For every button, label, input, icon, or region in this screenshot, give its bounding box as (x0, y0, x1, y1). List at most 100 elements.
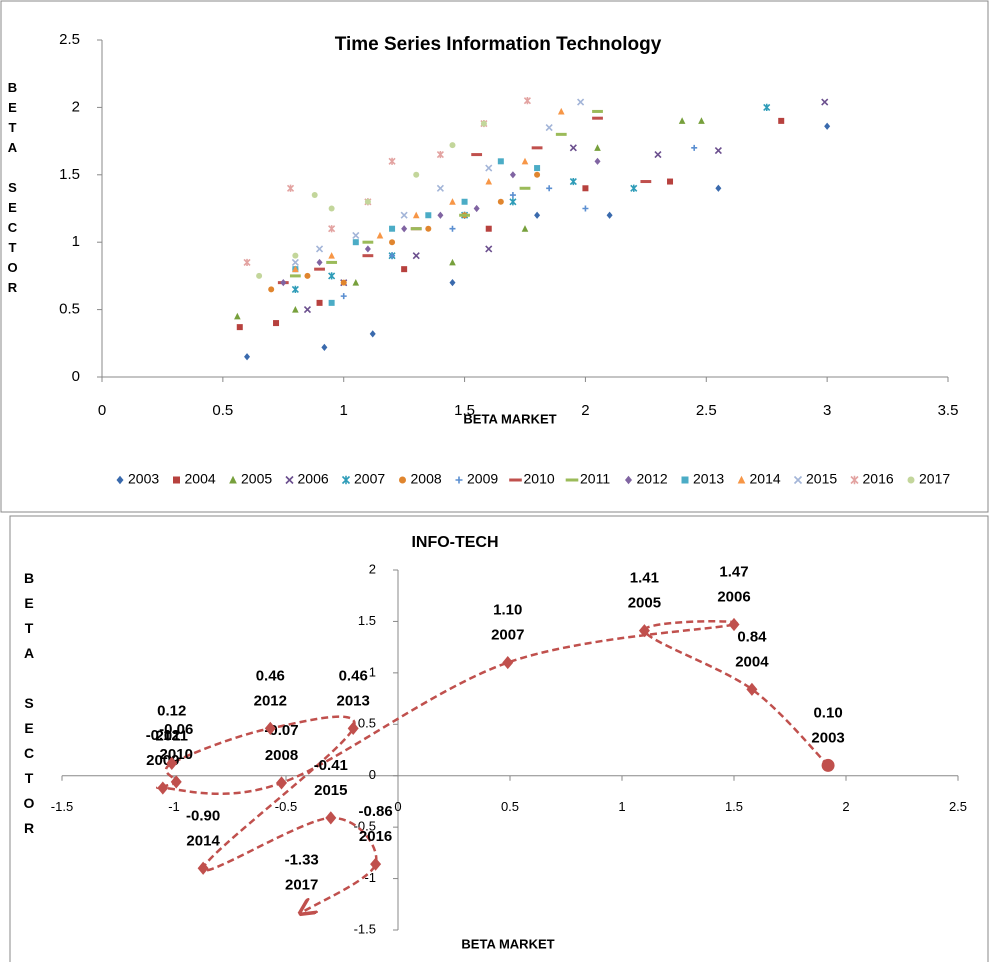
marker (340, 293, 347, 300)
marker (763, 103, 771, 111)
marker (638, 624, 650, 638)
marker (630, 184, 638, 192)
marker (157, 781, 169, 795)
marker (519, 186, 531, 190)
marker (824, 122, 831, 130)
x-tick-label: 2 (581, 402, 589, 419)
marker (370, 857, 382, 871)
marker (291, 285, 299, 293)
chart-title: INFO-TECH (411, 534, 498, 551)
marker (521, 225, 529, 232)
legend-label: 2017 (919, 471, 950, 487)
y-tick-label: 2 (72, 98, 80, 115)
marker (746, 682, 758, 696)
marker (276, 776, 288, 790)
legend-label: 2013 (693, 471, 724, 487)
trajectory-line (156, 620, 829, 912)
chart-title: Time Series Information Technology (335, 34, 662, 55)
marker (340, 279, 347, 286)
marker (401, 225, 408, 233)
marker (325, 811, 337, 825)
marker (437, 211, 444, 219)
marker (678, 117, 686, 124)
marker (328, 272, 336, 280)
marker (523, 97, 531, 105)
marker (534, 165, 541, 172)
legend-marker (565, 478, 579, 482)
legend-marker (285, 475, 294, 485)
marker (388, 157, 396, 165)
marker (821, 98, 829, 106)
marker (401, 266, 408, 273)
marker (321, 343, 328, 351)
y-tick-label: -1 (364, 870, 376, 885)
marker (197, 861, 209, 875)
marker (546, 185, 553, 192)
marker (436, 150, 444, 159)
marker (315, 245, 324, 253)
marker (273, 320, 280, 327)
marker (286, 184, 295, 192)
marker (534, 211, 541, 219)
marker (362, 254, 374, 258)
data-label: -0.86 (358, 803, 392, 820)
legend-label: 2004 (185, 471, 216, 487)
marker (303, 306, 312, 314)
data-label: -0.06 (159, 721, 193, 738)
point-label: 2016 (359, 828, 392, 845)
point-label: 2012 (254, 692, 287, 709)
marker (316, 258, 323, 267)
x-axis-label: BETA MARKET (461, 936, 554, 951)
data-label: 0.12 (157, 702, 186, 719)
marker (412, 252, 420, 260)
legend-label: 2006 (298, 471, 329, 487)
legend-marker (737, 475, 746, 484)
data-label: 0.46 (256, 667, 285, 684)
marker (502, 655, 514, 670)
marker (555, 132, 567, 136)
x-tick-label: 0.5 (501, 799, 519, 814)
marker (170, 775, 182, 789)
marker (480, 120, 487, 127)
marker (314, 267, 325, 271)
marker (376, 231, 384, 239)
marker (449, 198, 456, 205)
marker (728, 617, 740, 632)
data-label: -0.12 (146, 727, 180, 744)
chart-frame (0, 0, 989, 513)
marker (412, 211, 420, 219)
marker (459, 213, 470, 217)
marker (362, 240, 374, 244)
x-tick-label: 1.5 (454, 402, 475, 419)
y-tick-label: 2 (369, 561, 376, 576)
marker (654, 151, 662, 159)
x-axis-label: BETA MARKET (463, 411, 556, 426)
y-tick-label: -1.5 (354, 921, 376, 936)
legend-label: 2016 (863, 471, 894, 487)
point-label: 2014 (186, 832, 220, 849)
marker (778, 117, 785, 124)
point-label: 2005 (628, 595, 661, 612)
marker (328, 252, 335, 259)
marker (347, 721, 359, 735)
legend-marker (850, 475, 859, 485)
legend-label: 2005 (241, 471, 272, 487)
data-label: -0.90 (186, 807, 220, 824)
marker (594, 144, 601, 151)
marker (461, 198, 468, 205)
legend-marker (681, 476, 689, 484)
legend-label: 2015 (806, 471, 837, 487)
marker (606, 211, 613, 219)
marker (714, 146, 722, 155)
legend-label: 2007 (354, 471, 385, 487)
marker (236, 324, 243, 331)
x-tick-label: -0.5 (275, 799, 297, 814)
marker (592, 116, 603, 120)
marker (304, 272, 311, 279)
x-tick-label: -1.5 (51, 799, 73, 814)
marker (436, 184, 444, 192)
marker (485, 177, 493, 185)
legend-marker (229, 475, 237, 484)
marker (485, 225, 492, 232)
